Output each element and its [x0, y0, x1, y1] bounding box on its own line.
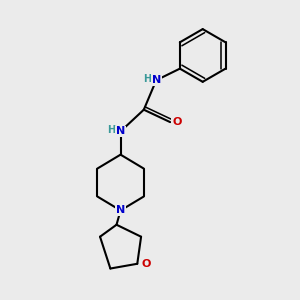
Text: O: O	[172, 117, 182, 127]
Text: N: N	[116, 126, 125, 136]
Text: H: H	[143, 74, 152, 84]
Text: O: O	[141, 259, 151, 269]
Text: N: N	[116, 206, 125, 215]
Text: H: H	[107, 125, 115, 135]
Text: N: N	[152, 75, 161, 85]
